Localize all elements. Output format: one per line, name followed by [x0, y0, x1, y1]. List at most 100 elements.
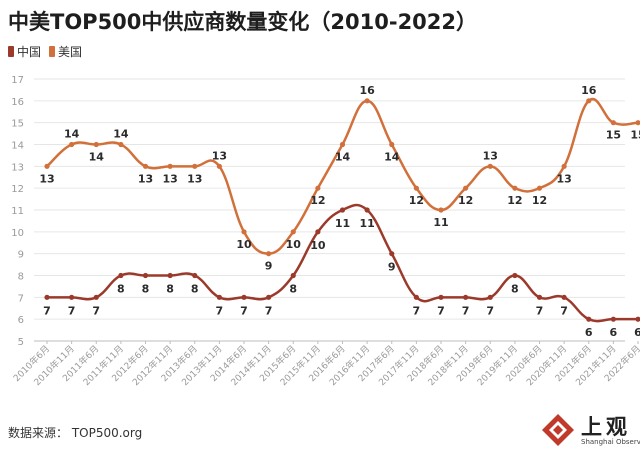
data-label-china: 8: [142, 283, 150, 296]
data-point-china: [413, 294, 419, 300]
data-point-china: [561, 294, 567, 300]
data-label-china: 8: [166, 283, 174, 296]
data-label-china: 6: [634, 326, 640, 339]
data-point-usa: [487, 163, 493, 169]
data-label-usa: 11: [433, 216, 448, 229]
y-tick-label: 6: [18, 315, 24, 326]
data-point-china: [290, 272, 296, 279]
y-tick-label: 7: [18, 293, 24, 304]
data-point-usa: [364, 98, 370, 104]
data-label-china: 7: [437, 304, 445, 317]
data-label-china: 7: [560, 304, 568, 317]
data-label-china: 7: [92, 304, 100, 317]
data-label-usa: 16: [359, 84, 375, 97]
data-point-china: [93, 294, 99, 300]
data-point-usa: [463, 185, 469, 191]
data-label-usa: 13: [483, 149, 498, 162]
data-point-usa: [561, 163, 567, 169]
logo-text: 上观: [581, 415, 631, 439]
data-point-usa: [290, 229, 296, 235]
data-label-usa: 13: [39, 172, 54, 185]
data-point-china: [315, 229, 321, 235]
y-tick-label: 5: [18, 337, 24, 348]
chart-title: 中美TOP500中供应商数量变化（2010-2022）: [8, 10, 478, 34]
data-point-china: [586, 316, 592, 322]
logo-mark-icon: [542, 414, 574, 446]
data-label-china: 8: [191, 283, 199, 296]
data-label-china: 9: [388, 261, 396, 274]
data-point-usa: [167, 163, 173, 169]
data-point-china: [438, 294, 444, 300]
data-point-usa: [93, 141, 99, 148]
data-point-china: [69, 294, 75, 300]
data-point-china: [118, 272, 124, 279]
data-label-usa: 14: [113, 128, 129, 141]
data-label-usa: 12: [458, 194, 473, 207]
legend-item-usa: 美国: [49, 43, 82, 60]
data-point-china: [167, 272, 173, 279]
data-label-usa: 14: [89, 151, 105, 164]
data-point-usa: [69, 141, 75, 148]
data-label-china: 6: [610, 326, 618, 339]
data-point-usa: [389, 141, 395, 148]
data-label-china: 7: [413, 304, 421, 317]
data-point-china: [339, 207, 346, 213]
data-label-usa: 15: [606, 129, 621, 142]
data-point-usa: [315, 185, 321, 191]
data-point-china: [463, 294, 469, 300]
data-point-usa: [192, 163, 198, 169]
data-label-usa: 14: [335, 151, 351, 164]
data-label-china: 8: [117, 283, 125, 296]
data-point-usa: [610, 120, 616, 126]
legend-swatch-china: [8, 46, 14, 57]
data-point-china: [266, 294, 272, 300]
data-point-usa: [118, 141, 124, 148]
data-point-usa: [438, 207, 444, 213]
data-label-usa: 12: [310, 194, 325, 207]
data-point-china: [44, 294, 50, 300]
y-tick-label: 11: [11, 206, 24, 217]
data-point-china: [192, 272, 198, 279]
y-tick-label: 10: [11, 228, 24, 239]
legend-swatch-usa: [49, 46, 56, 57]
y-tick-label: 9: [18, 250, 24, 261]
legend-label-usa: 美国: [58, 45, 83, 59]
data-source: 数据来源： TOP500.org: [8, 426, 143, 440]
data-point-usa: [241, 229, 247, 235]
data-label-china: 7: [68, 304, 76, 317]
data-point-usa: [536, 185, 543, 191]
data-label-china: 8: [289, 283, 297, 296]
data-label-china: 7: [216, 304, 224, 317]
data-label-china: 11: [335, 217, 350, 230]
data-point-china: [216, 294, 222, 300]
y-tick-label: 12: [11, 184, 24, 195]
data-label-usa: 12: [409, 194, 424, 207]
data-label-usa: 13: [187, 172, 202, 185]
y-tick-label: 14: [11, 141, 24, 152]
data-point-china: [635, 316, 640, 322]
data-label-usa: 13: [162, 172, 177, 185]
legend-item-china: 中国: [8, 43, 41, 60]
data-point-usa: [413, 185, 419, 191]
data-point-usa: [216, 163, 222, 169]
data-label-usa: 9: [265, 260, 273, 273]
data-label-china: 7: [536, 304, 544, 317]
data-label-china: 6: [585, 326, 593, 339]
data-label-usa: 16: [581, 84, 597, 97]
data-label-usa: 12: [532, 194, 547, 207]
data-label-usa: 13: [556, 172, 571, 185]
data-label-usa: 15: [630, 129, 640, 142]
legend-label-china: 中国: [17, 45, 42, 59]
data-point-usa: [44, 163, 50, 169]
data-point-usa: [339, 141, 346, 148]
data-label-china: 8: [511, 283, 519, 296]
data-point-usa: [266, 251, 272, 257]
y-tick-label: 13: [11, 162, 24, 173]
data-point-usa: [142, 163, 149, 169]
data-label-usa: 13: [138, 172, 153, 185]
data-point-usa: [512, 185, 518, 191]
data-point-china: [487, 294, 493, 300]
data-label-usa: 13: [212, 149, 227, 162]
data-label-china: 7: [462, 304, 470, 317]
